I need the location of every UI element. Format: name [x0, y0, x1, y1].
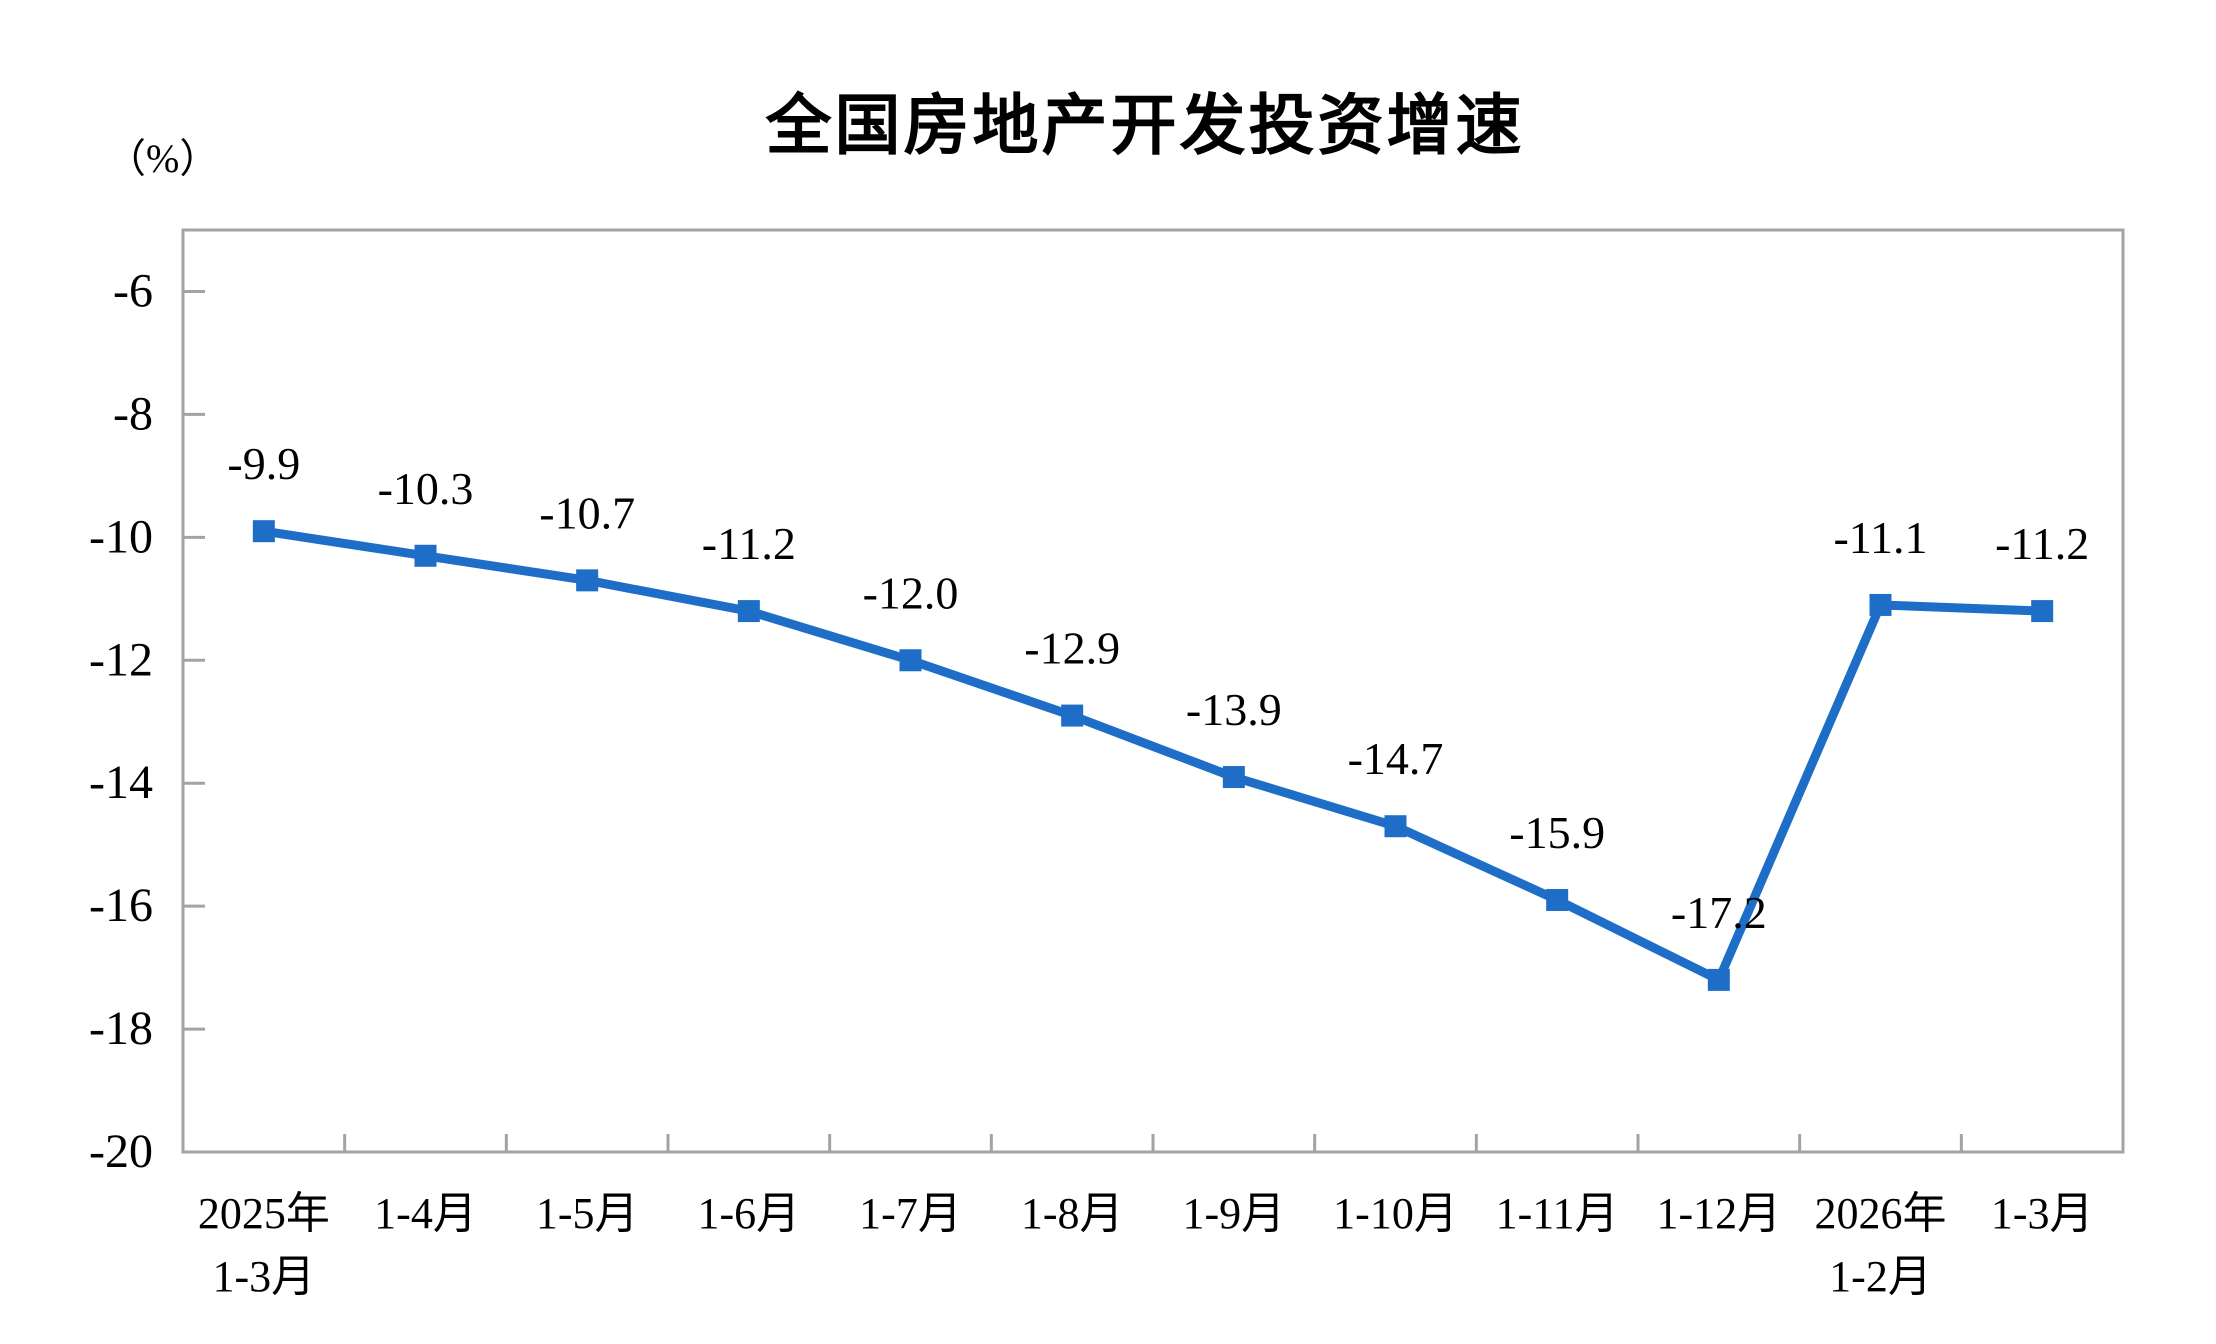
data-point-label: -14.7 — [1348, 733, 1444, 784]
x-axis-category-label: 1-9月 — [1183, 1189, 1286, 1238]
x-axis-category-label: 2026年 — [1815, 1189, 1947, 1238]
data-line — [263, 526, 2043, 987]
chart-title: 全国房地产开发投资增速 — [765, 88, 1525, 162]
data-point-marker — [414, 544, 437, 567]
y-axis-tick-label: -10 — [89, 510, 153, 563]
data-point-marker — [576, 569, 599, 592]
data-point-marker — [1061, 704, 1084, 727]
data-point-label: -17.2 — [1671, 887, 1767, 938]
x-axis-category-label: 1-7月 — [859, 1189, 962, 1238]
x-axis-category-label: 1-4月 — [374, 1189, 477, 1238]
x-axis-category-label: 1-6月 — [698, 1189, 801, 1238]
x-axis-category-label: 1-2月 — [1829, 1252, 1932, 1301]
data-point-label: -15.9 — [1509, 807, 1605, 858]
x-axis-category-label: 1-10月 — [1333, 1189, 1458, 1238]
x-axis-category-label: 1-12月 — [1657, 1189, 1782, 1238]
x-axis-category-label: 1-11月 — [1496, 1189, 1619, 1238]
y-axis-tick-label: -16 — [89, 879, 153, 932]
data-point-marker — [1222, 766, 1245, 789]
data-point-label: -13.9 — [1186, 684, 1282, 735]
data-point-label: -12.0 — [863, 567, 959, 618]
y-axis-tick-label: -18 — [89, 1002, 153, 1055]
x-axis-category-label: 1-3月 — [1991, 1189, 2094, 1238]
data-point-marker — [1707, 968, 1730, 991]
data-point-label: -12.9 — [1024, 623, 1120, 674]
x-axis-category-label: 1-3月 — [213, 1252, 316, 1301]
data-point-label: -11.2 — [1995, 518, 2089, 569]
data-point-label: -9.9 — [227, 438, 300, 489]
x-axis-category-label: 1-8月 — [1021, 1189, 1124, 1238]
data-point-label: -10.3 — [378, 463, 474, 514]
data-point-label: -11.2 — [702, 518, 796, 569]
data-point-marker — [899, 649, 922, 672]
data-point-marker — [1869, 593, 1892, 616]
y-axis-tick-label: -12 — [89, 633, 153, 686]
x-axis-category-label: 1-5月 — [536, 1189, 639, 1238]
y-axis-tick-label: -6 — [113, 264, 153, 317]
plot-border — [181, 228, 2125, 1154]
data-point-marker — [1546, 888, 1569, 911]
y-axis-tick-label: -8 — [113, 387, 153, 440]
y-axis-tick-label: -20 — [89, 1125, 153, 1178]
x-axis-category-label: 2025年 — [198, 1189, 330, 1238]
data-point-label: -11.1 — [1833, 512, 1927, 563]
data-point-marker — [252, 520, 275, 543]
data-point-marker — [2031, 600, 2054, 623]
y-axis-unit-label: （%） — [106, 136, 220, 181]
y-axis-tick-label: -14 — [89, 756, 153, 809]
data-point-label: -10.7 — [539, 487, 635, 538]
data-point-marker — [1384, 815, 1407, 838]
data-point-marker — [737, 600, 760, 623]
